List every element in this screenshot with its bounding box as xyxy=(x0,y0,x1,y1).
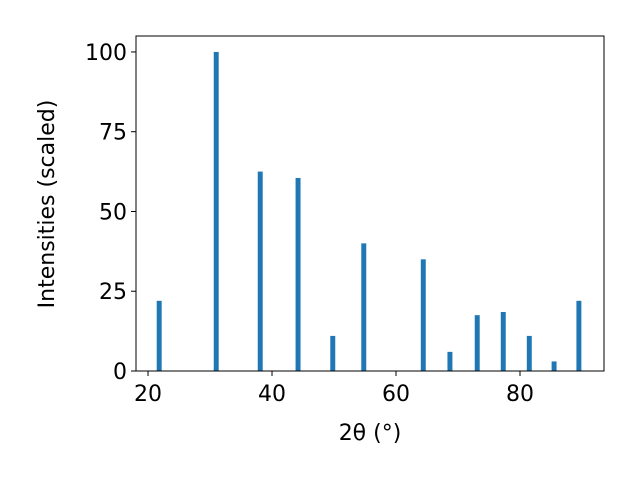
bar xyxy=(500,311,506,371)
bar xyxy=(361,243,367,371)
x-axis-label: 2θ (°) xyxy=(339,421,402,446)
y-axis-label: Intensities (scaled) xyxy=(35,100,60,309)
plot-frame xyxy=(135,35,605,372)
y-tick-label: 100 xyxy=(85,41,127,66)
bar xyxy=(447,351,453,371)
x-tick-label: 80 xyxy=(506,382,534,407)
bar xyxy=(474,315,480,371)
x-tick-label: 60 xyxy=(382,382,410,407)
x-tick-label: 40 xyxy=(258,382,286,407)
y-tick-label: 75 xyxy=(99,121,127,146)
bar xyxy=(257,171,263,371)
y-tick-label: 25 xyxy=(99,280,127,305)
bar xyxy=(213,51,219,371)
bar xyxy=(576,300,582,371)
bar xyxy=(156,300,162,371)
bar xyxy=(420,259,426,371)
bar xyxy=(295,177,301,371)
bar xyxy=(330,335,336,371)
bar xyxy=(551,361,557,371)
y-tick-label: 0 xyxy=(113,360,127,385)
bar xyxy=(526,335,532,371)
x-tick-label: 20 xyxy=(134,382,162,407)
y-tick-label: 50 xyxy=(99,200,127,225)
